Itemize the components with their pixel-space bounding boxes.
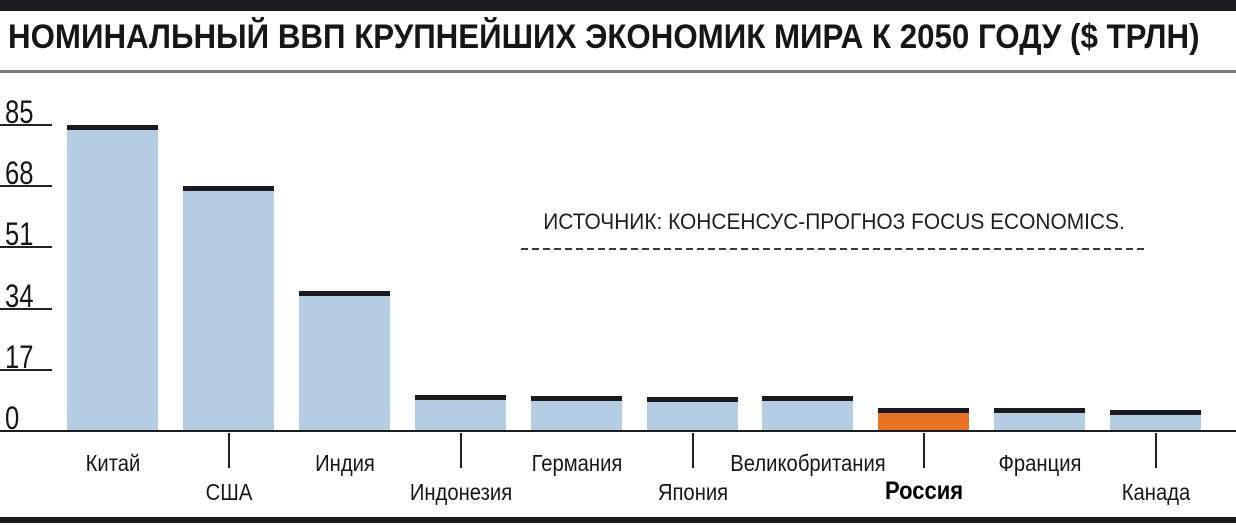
x-axis-tick (459, 433, 462, 468)
x-axis-label: Индия (314, 450, 375, 476)
x-axis-label: Германия (531, 450, 622, 476)
y-axis-gridline (0, 369, 52, 371)
x-axis-line (0, 430, 1236, 432)
top-black-rule (0, 0, 1236, 11)
y-axis-gridline (0, 124, 52, 126)
bar (183, 186, 274, 431)
bar (762, 396, 853, 431)
x-axis-label: Индонезия (409, 479, 512, 505)
bar (1110, 410, 1201, 431)
x-axis-label: Франция (998, 450, 1081, 476)
x-axis-tick (691, 433, 694, 468)
x-axis-label: Россия (884, 477, 963, 505)
source-note: ИСТОЧНИК: КОНСЕНСУС-ПРОГНОЗ FOCUS ECONOM… (543, 209, 1125, 234)
bar-highlighted (878, 408, 969, 431)
y-axis-gridline (0, 185, 52, 187)
x-axis-label: Канада (1121, 479, 1190, 505)
bar (994, 408, 1085, 431)
x-axis-tick (227, 433, 230, 468)
title-divider-rule (0, 70, 1236, 73)
x-axis-label: Япония (657, 479, 728, 505)
x-axis-tick (922, 433, 925, 468)
y-axis-label: 68 (5, 155, 34, 191)
bar (415, 395, 506, 431)
bottom-black-rule (0, 517, 1236, 523)
y-axis-label: 85 (5, 94, 34, 130)
y-axis-label: 0 (5, 400, 20, 436)
bar (299, 291, 390, 431)
y-axis-gridline (0, 246, 52, 248)
bar (531, 396, 622, 431)
x-axis-label: Китай (85, 450, 140, 476)
y-axis-gridline (0, 308, 52, 310)
y-axis-label: 34 (5, 278, 34, 314)
y-axis-label: 51 (5, 216, 34, 252)
x-axis-label: Великобритания (729, 450, 886, 476)
bar (647, 397, 738, 431)
x-axis-label: США (205, 479, 252, 505)
source-dashed-divider (521, 248, 1147, 250)
chart-title: НОМИНАЛЬНЫЙ ВВП КРУПНЕЙШИХ ЭКОНОМИК МИРА… (8, 18, 1200, 56)
y-axis-label: 17 (5, 339, 34, 375)
bar (67, 125, 158, 431)
x-axis-tick (1154, 433, 1157, 468)
